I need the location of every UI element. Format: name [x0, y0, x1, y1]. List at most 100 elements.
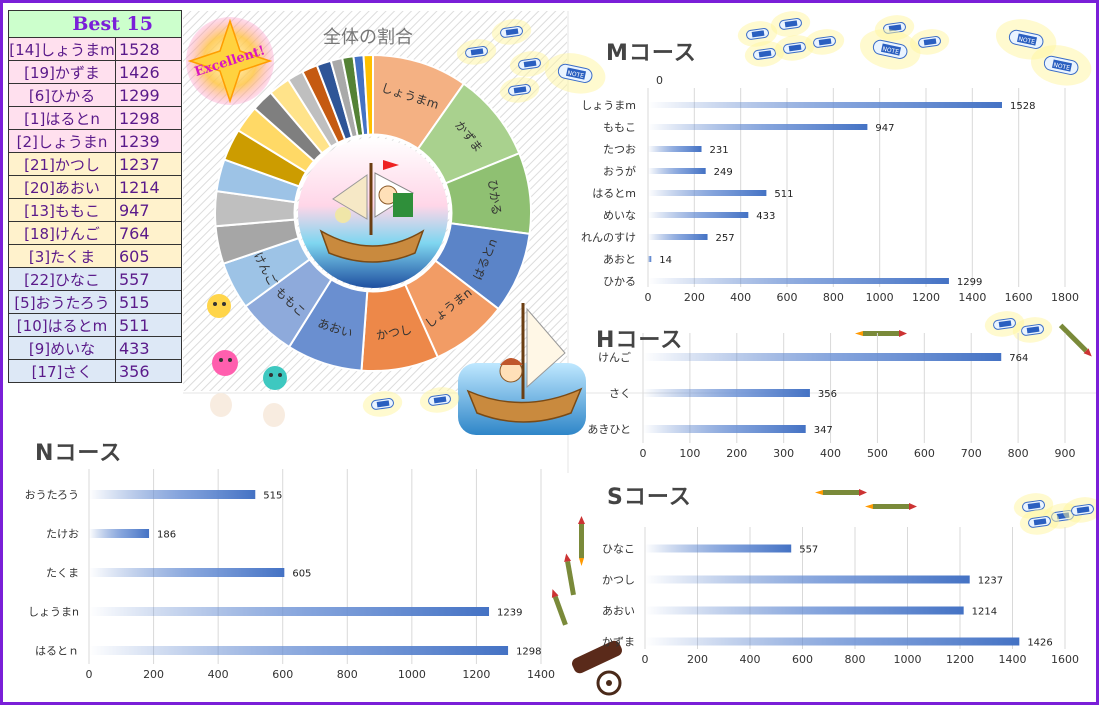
table-row: [18]けんご 764 [8, 221, 182, 245]
best-15-table: Best 15 [14]しょうまm 1528 [19]かずま 1426 [6]ひかる 12… [8, 10, 182, 383]
x-tick-label: 400 [208, 668, 229, 681]
best-15-header-row: Best 15 [8, 10, 182, 38]
bar-value-label: 1237 [978, 576, 1003, 587]
bar-value-label: 515 [263, 491, 282, 502]
excellent-sticker: Excellent! [186, 17, 274, 105]
y-category-label: たけお [46, 528, 79, 541]
bar-value-label: 186 [157, 530, 176, 541]
s-course-bar-chart: 0 200 400 600 800 1000 1200 1400 1600 ひなこ 557 かつし 12… [602, 527, 1079, 666]
zero-label: 0 [656, 74, 663, 87]
x-tick-label: 1400 [999, 653, 1027, 666]
bar [648, 278, 949, 284]
note-rocket [744, 41, 785, 67]
bar [645, 544, 792, 553]
x-tick-label: 0 [640, 447, 647, 460]
student-name-cell: [13]ももこ [8, 198, 116, 222]
bar-value-label: 433 [756, 211, 775, 222]
x-tick-label: 1200 [462, 668, 490, 681]
note-rocket [419, 387, 460, 413]
x-tick-label: 200 [726, 447, 747, 460]
bar-value-label: 764 [1009, 353, 1028, 364]
student-name-cell: [1]はるとn [8, 106, 116, 130]
pie-center-illustration [298, 138, 448, 288]
score-cell: 764 [115, 221, 182, 245]
score-cell: 1298 [115, 106, 182, 130]
bar-value-label: 1298 [516, 647, 541, 658]
bar-value-label: 257 [716, 233, 735, 244]
score-cell: 557 [115, 267, 182, 291]
bar [89, 568, 285, 577]
student-name-cell: [5]おうたろう [8, 290, 116, 314]
bar [648, 256, 652, 262]
table-row: [3]たくま 605 [8, 244, 182, 268]
h-course-title: Hコース [596, 328, 684, 353]
table-row: [22]ひなこ 557 [8, 267, 182, 291]
n-course-title: Nコース [35, 441, 123, 466]
bar-value-label: 605 [292, 569, 311, 580]
x-tick-label: 700 [961, 447, 982, 460]
cannon-decoration [572, 640, 622, 696]
note-label: NOTE [1053, 62, 1071, 72]
table-row: [1]はるとn 1298 [8, 106, 182, 130]
y-category-label: おうが [603, 164, 636, 178]
note-rocket-decorations: NOTE NOTE NOTE NOTE [362, 11, 1096, 535]
bar [89, 607, 490, 616]
x-tick-label: 600 [792, 653, 813, 666]
x-tick-label: 200 [143, 668, 164, 681]
x-tick-label: 1400 [527, 668, 555, 681]
y-category-label: ひかる [603, 275, 636, 288]
student-name-cell: [19]かずま [8, 60, 116, 84]
note-rocket: NOTE [544, 53, 606, 94]
note-rocket [737, 21, 778, 47]
score-cell: 433 [115, 336, 182, 360]
bar-value-label: 1426 [1027, 638, 1052, 649]
bar [89, 529, 150, 538]
y-category-label: ももこ [603, 121, 636, 134]
student-name-cell: [18]けんご [8, 221, 116, 245]
bar-value-label: 557 [799, 545, 818, 556]
score-cell: 511 [115, 313, 182, 337]
bar [648, 212, 749, 218]
table-row: [19]かずま 1426 [8, 60, 182, 84]
bar [645, 606, 964, 615]
pie-slice-label: かつし [375, 323, 413, 343]
note-rocket [499, 77, 540, 103]
chick-decorations [207, 294, 287, 427]
y-category-label: さく [609, 387, 631, 400]
y-category-label: あきひと [587, 423, 631, 436]
m-course-bar-chart: 0 200 400 600 800 1000 1200 1400 1600 1800 0 しょうまm 1… [581, 74, 1079, 304]
table-row: [14]しょうまm 1528 [8, 37, 182, 61]
table-row: [6]ひかる 1299 [8, 83, 182, 107]
missile-decorations [551, 323, 1092, 626]
bar-value-label: 1299 [957, 277, 982, 288]
y-category-label: めいな [603, 209, 636, 222]
pie-chart-title: 全体の割合 [323, 27, 413, 48]
y-category-label: はるとm [592, 187, 636, 200]
x-tick-label: 0 [86, 668, 93, 681]
y-category-label: あおい [602, 605, 635, 618]
x-tick-label: 800 [823, 291, 844, 304]
student-name-cell: [22]ひなこ [8, 267, 116, 291]
x-tick-label: 1200 [946, 653, 974, 666]
note-rocket [456, 39, 497, 65]
x-tick-label: 800 [1008, 447, 1029, 460]
x-tick-label: 1600 [1005, 291, 1033, 304]
n-course-bar-chart: 0 200 400 600 800 1000 1200 1400 おうたろう 515 たけお 186 た… [25, 469, 555, 681]
y-category-label: あおと [603, 253, 636, 266]
bar-value-label: 249 [714, 167, 733, 178]
x-tick-label: 1200 [912, 291, 940, 304]
student-name-cell: [20]あおい [8, 175, 116, 199]
x-tick-label: 400 [740, 653, 761, 666]
x-tick-label: 600 [272, 668, 293, 681]
x-tick-label: 0 [645, 291, 652, 304]
score-cell: 947 [115, 198, 182, 222]
bar-value-label: 1528 [1010, 101, 1035, 112]
student-name-cell: [6]ひかる [8, 83, 116, 107]
table-row: [10]はるとm 511 [8, 313, 182, 337]
bar [645, 575, 970, 584]
h-course-bar-chart: 0 100 200 300 400 500 600 700 800 900 けんご 764 さく 356 あ… [587, 333, 1076, 460]
note-rocket [491, 19, 532, 45]
score-cell: 515 [115, 290, 182, 314]
